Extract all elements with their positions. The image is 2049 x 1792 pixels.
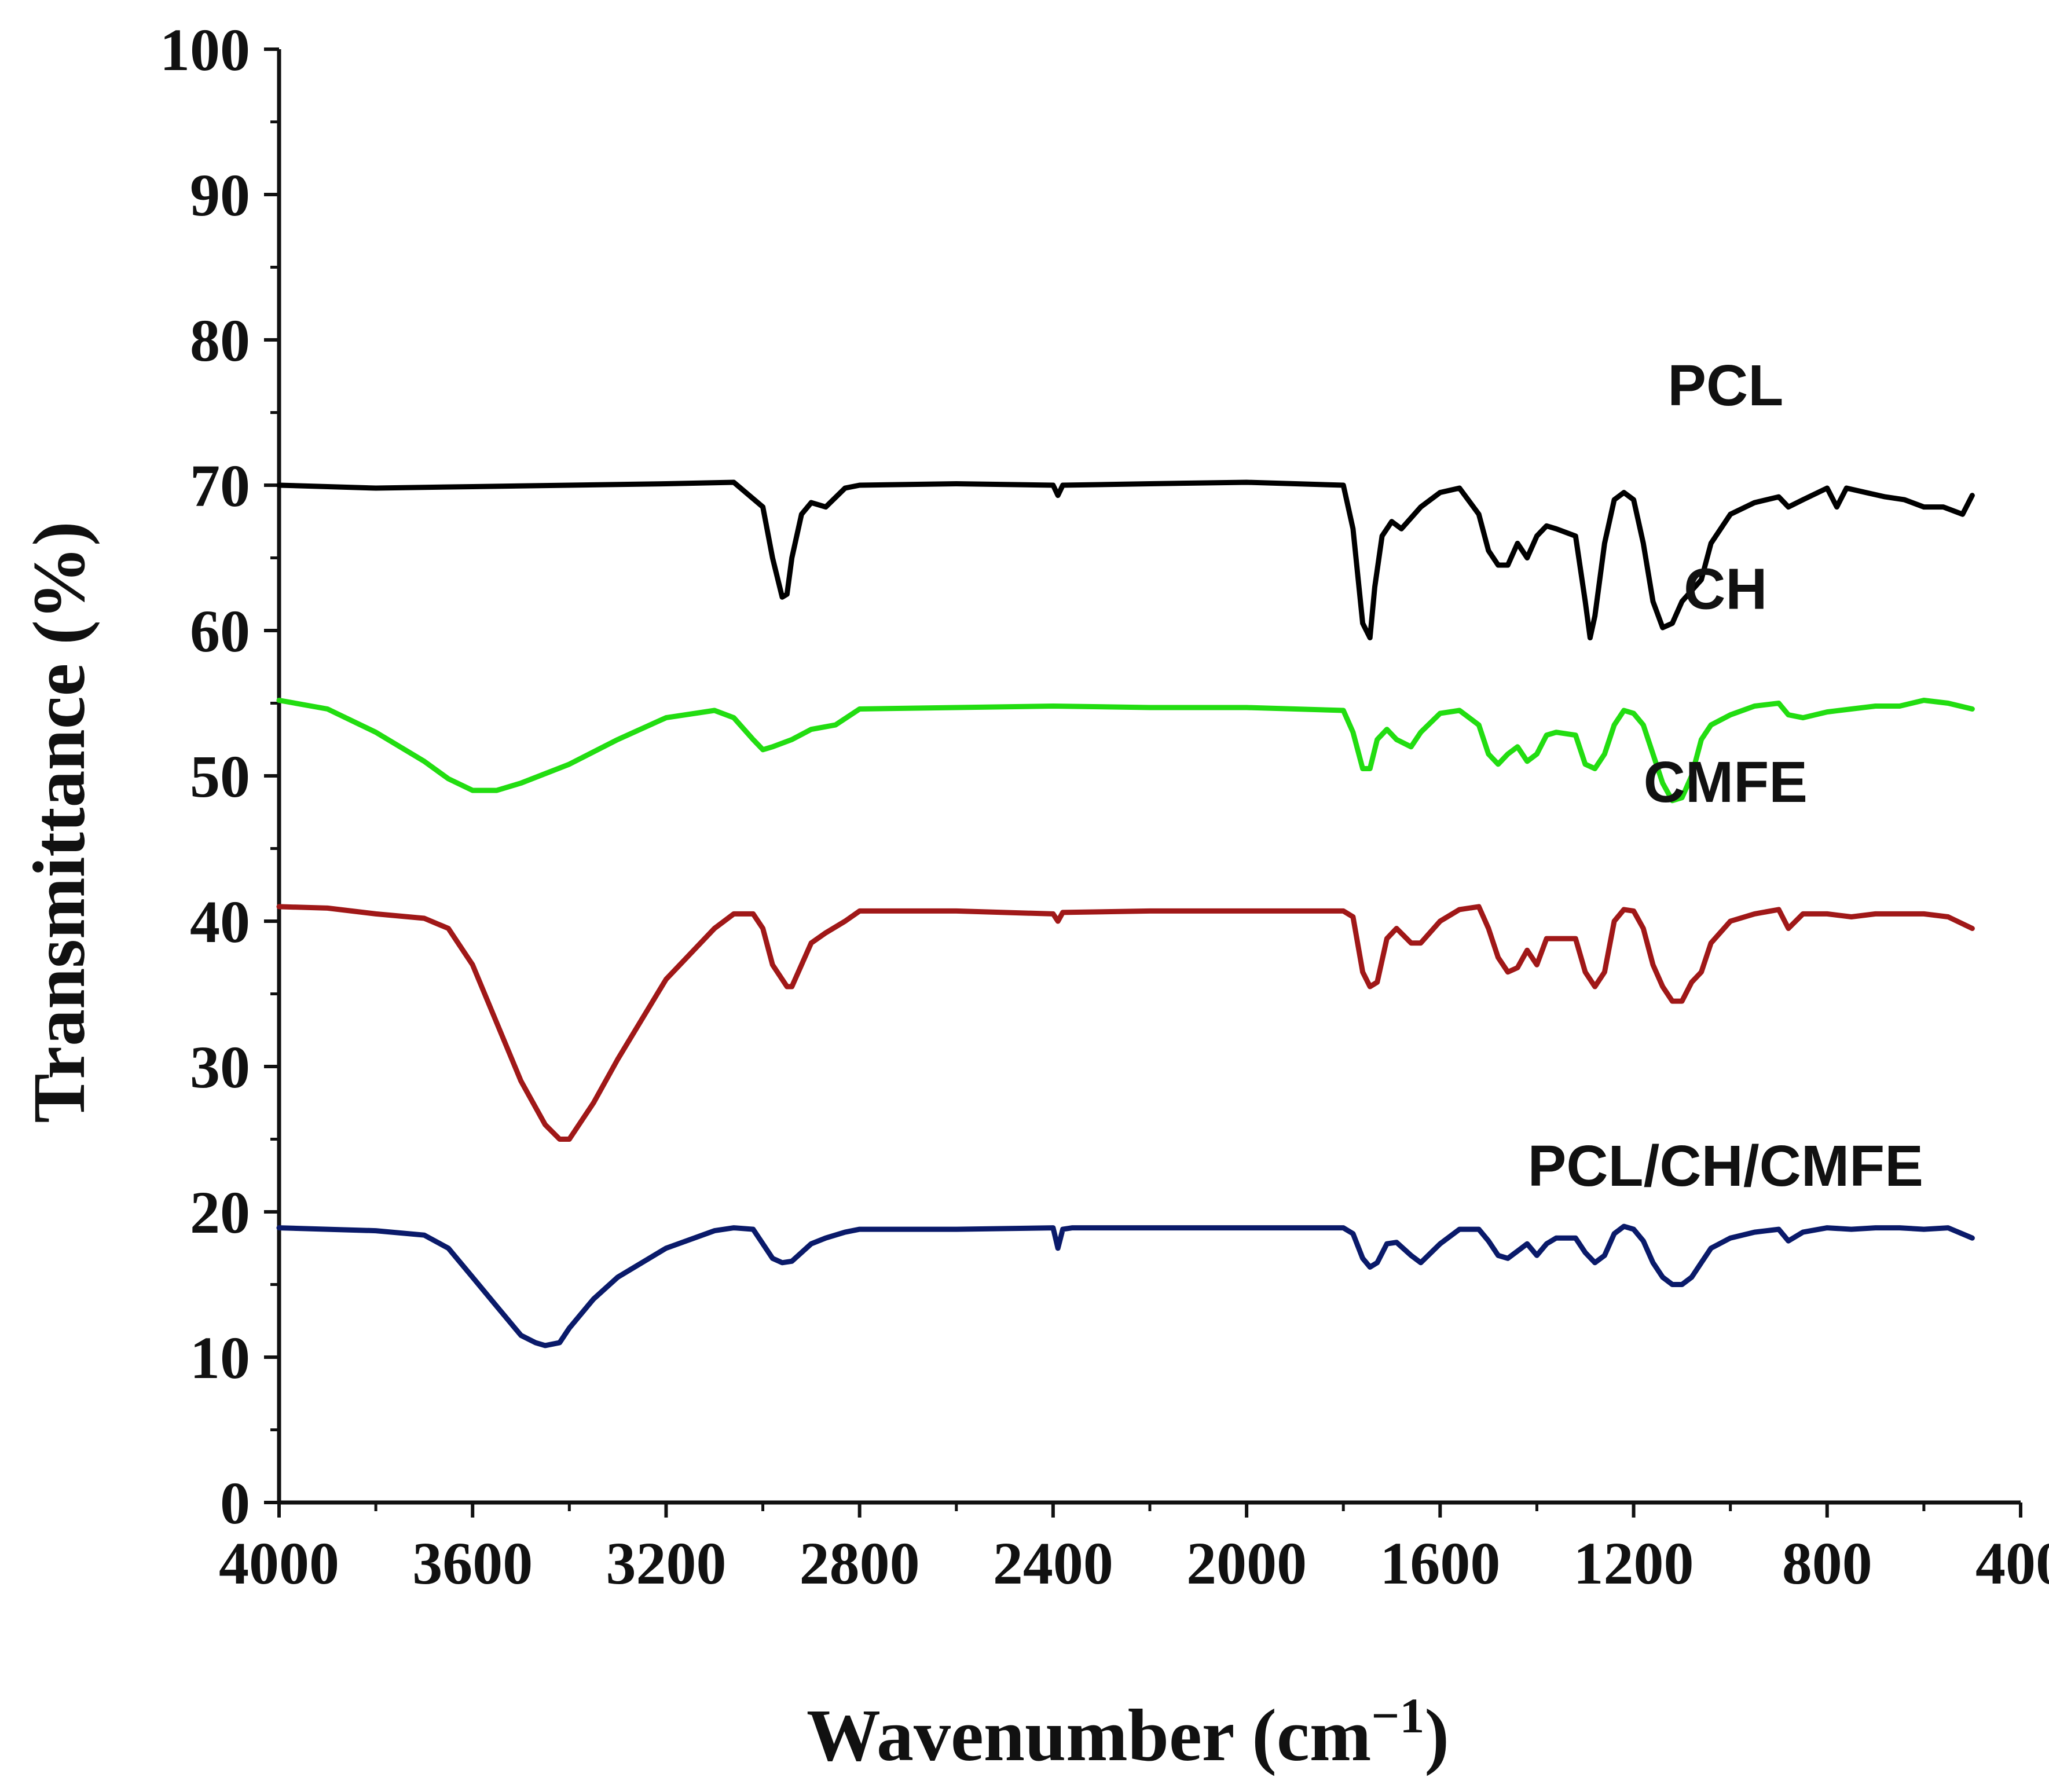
x-tick-label: 3600 (412, 1530, 533, 1597)
x-axis-title: Wavenumber (cm−1) (807, 1688, 1449, 1776)
x-tick-label: 4000 (219, 1530, 339, 1597)
x-tick-label: 1600 (1380, 1530, 1500, 1597)
y-tick-label: 40 (190, 889, 250, 955)
series-labels: PCL CH CMFE PCL/CH/CMFE (1528, 353, 1923, 1199)
y-tick-label: 80 (190, 307, 250, 374)
x-tick-label: 2000 (1186, 1530, 1307, 1597)
y-tick-label: 10 (190, 1325, 250, 1391)
x-tick-label: 1200 (1574, 1530, 1694, 1597)
y-tick-label: 50 (190, 743, 250, 810)
x-tick-label: 2400 (993, 1530, 1113, 1597)
series-lines (276, 479, 1975, 1348)
y-tick-label: 60 (190, 598, 250, 665)
y-tick-label: 0 (220, 1470, 250, 1537)
x-axis-title-close: ) (1424, 1694, 1449, 1776)
x-tick-label: 3200 (606, 1530, 726, 1597)
series-line-pcl (276, 479, 1975, 640)
y-tick-label: 30 (190, 1034, 250, 1101)
series-label-cmfe: CMFE (1644, 750, 1808, 815)
x-axis-title-superscript: −1 (1371, 1688, 1424, 1743)
series-line-cmfe (276, 904, 1975, 1142)
y-tick-label: 70 (190, 453, 250, 519)
series-label-ch: CH (1684, 556, 1767, 621)
y-tick-label: 100 (160, 17, 250, 83)
series-line-ch (276, 698, 1975, 804)
x-tick-label: 800 (1782, 1530, 1872, 1597)
y-tick-label: 20 (190, 1179, 250, 1246)
x-axis-title-main: Wavenumber (cm (807, 1694, 1371, 1776)
axes: 0 10 20 30 40 50 60 70 80 90 100 4000 3600 3200 2800 24… (160, 17, 2049, 1597)
x-tick-label: 400 (1975, 1530, 2049, 1597)
series-line-pcl-ch-cmfe (276, 1223, 1975, 1348)
x-tick-label: 2800 (800, 1530, 920, 1597)
y-tick-label: 90 (190, 162, 250, 229)
series-label-pcl-ch-cmfe: PCL/CH/CMFE (1528, 1134, 1923, 1199)
y-axis-title: Transmittance (%) (18, 521, 100, 1123)
series-label-pcl: PCL (1667, 353, 1783, 418)
